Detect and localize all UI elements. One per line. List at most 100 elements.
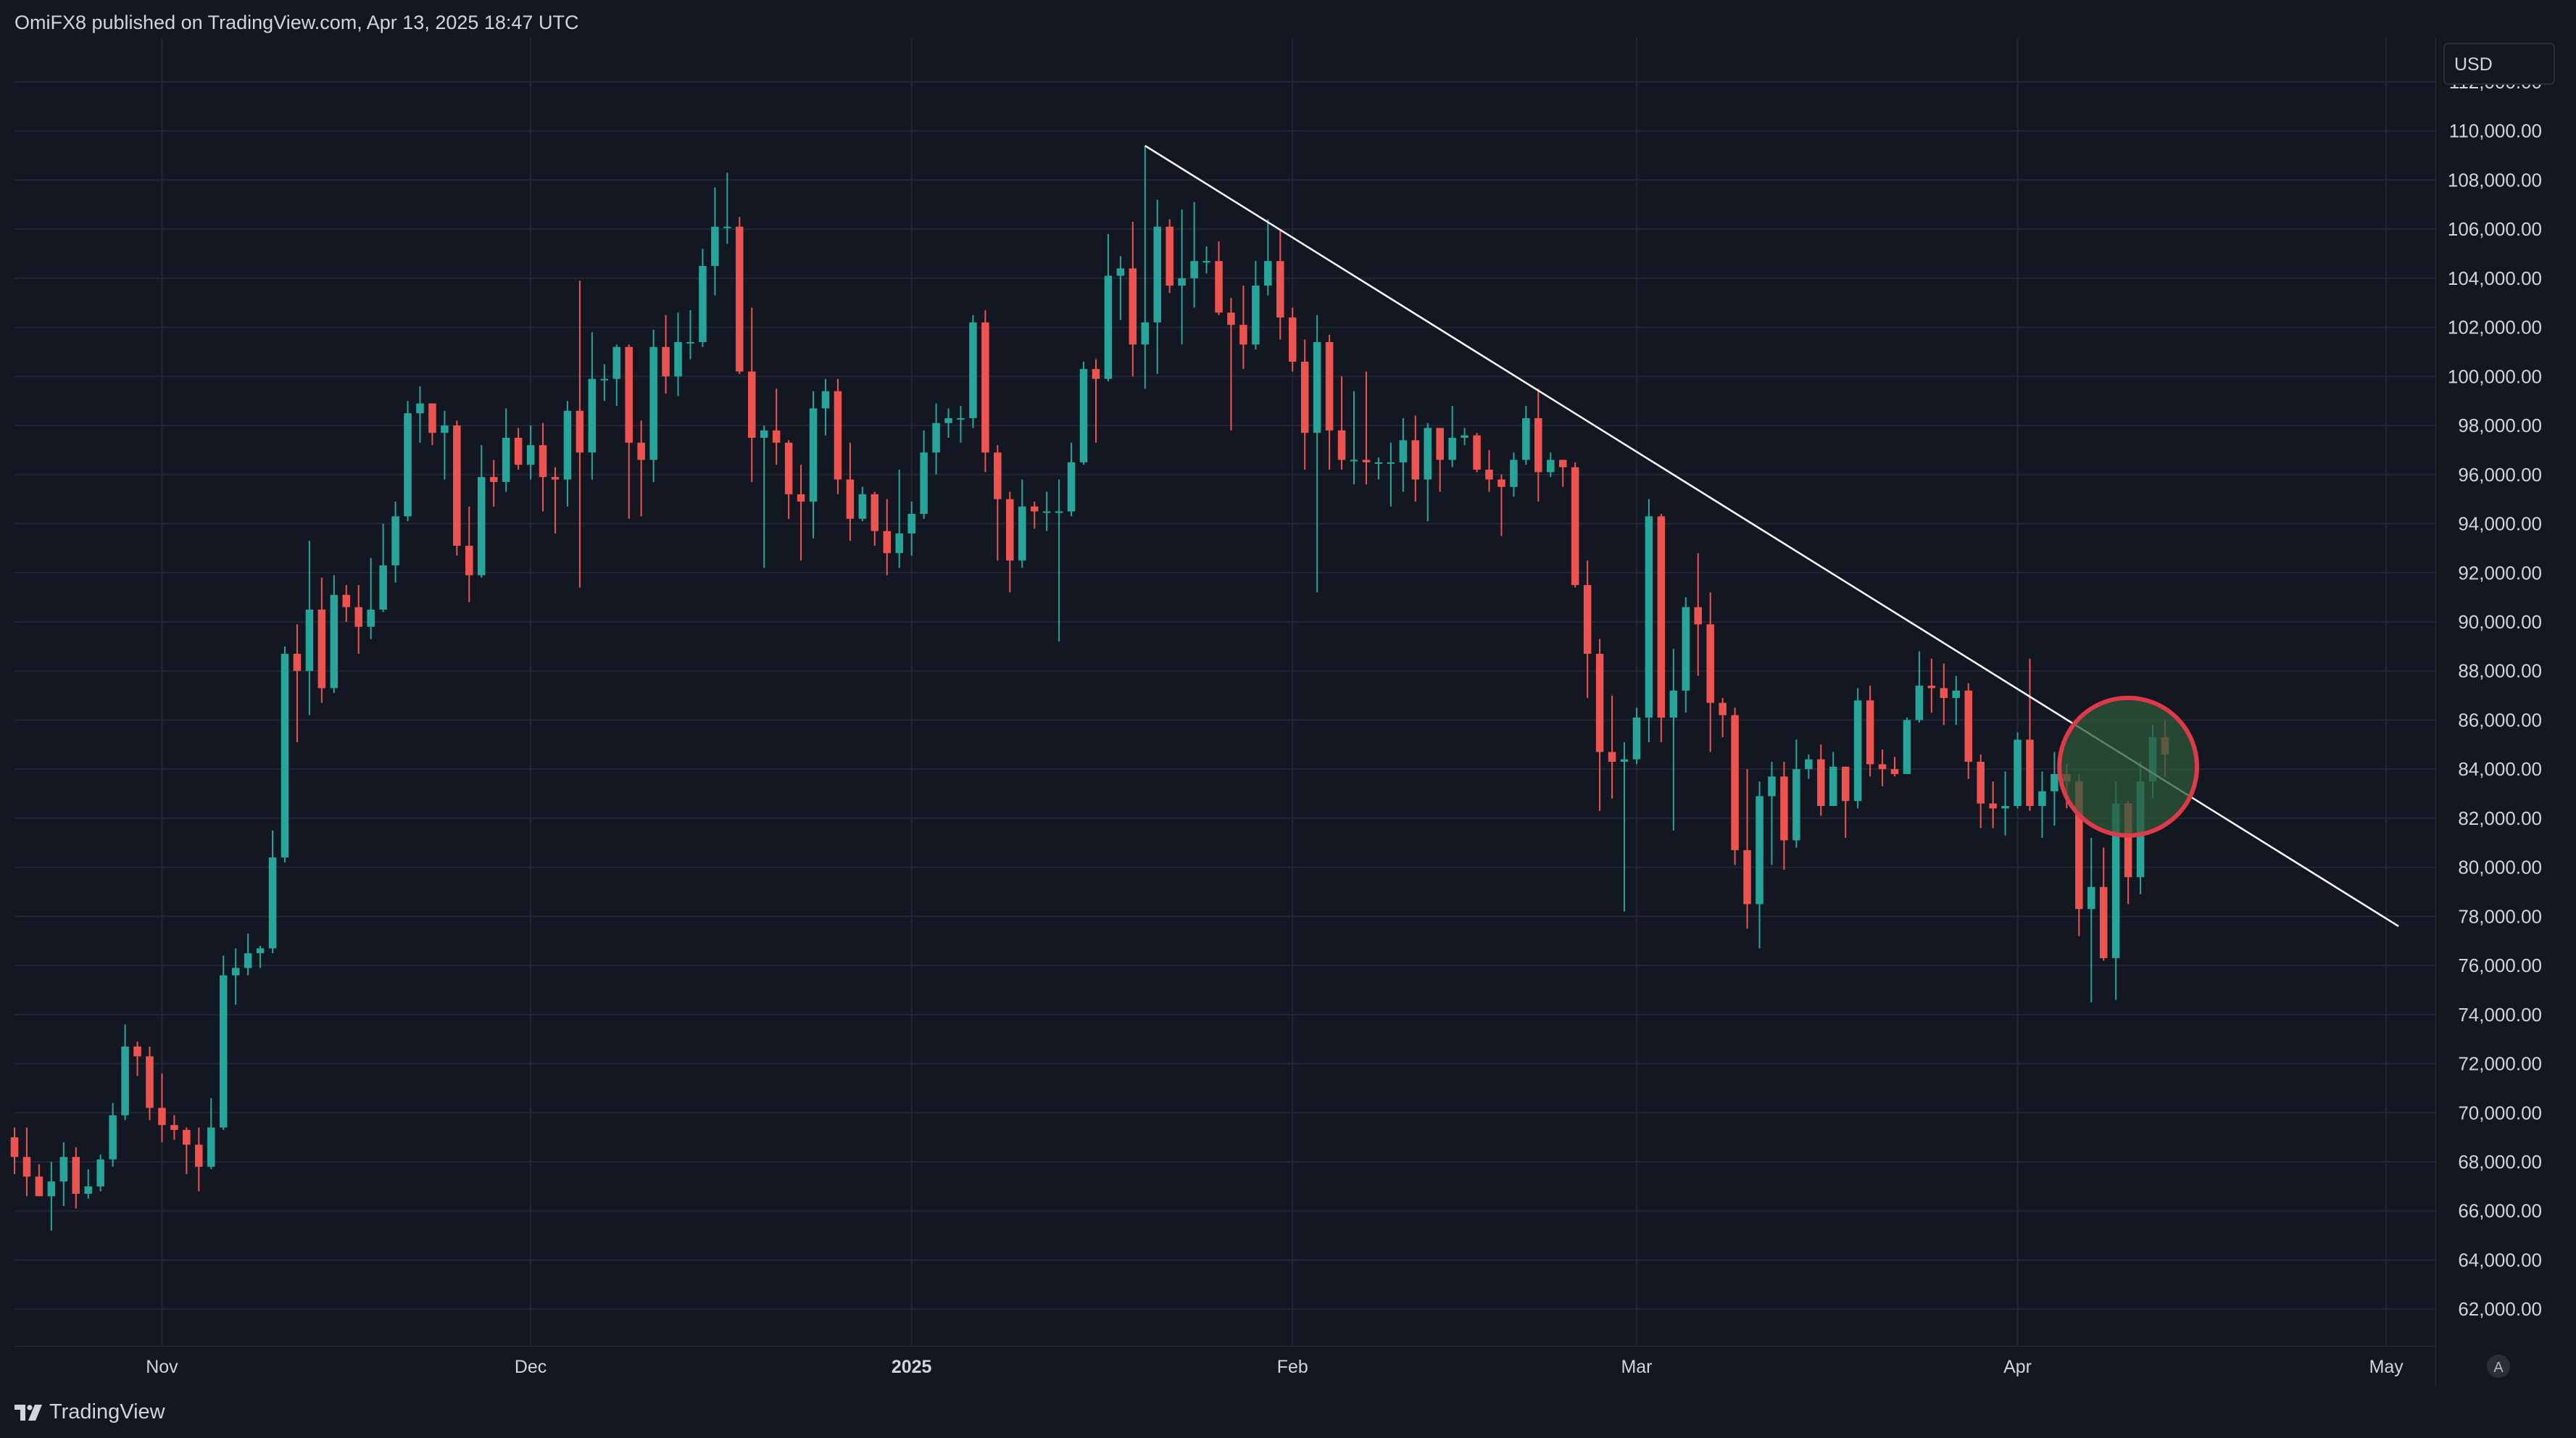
candle[interactable] bbox=[699, 249, 707, 347]
candle[interactable] bbox=[1153, 199, 1162, 374]
candle[interactable] bbox=[96, 1154, 104, 1192]
candle[interactable] bbox=[1866, 686, 1874, 777]
candle[interactable] bbox=[526, 425, 535, 480]
candle[interactable] bbox=[1706, 592, 1714, 752]
candle[interactable] bbox=[1571, 462, 1579, 588]
candle[interactable] bbox=[244, 934, 252, 976]
candle[interactable] bbox=[1558, 460, 1567, 487]
candle[interactable] bbox=[1768, 762, 1776, 865]
candle[interactable] bbox=[920, 430, 928, 519]
candle[interactable] bbox=[772, 388, 781, 465]
candle[interactable] bbox=[1632, 707, 1641, 765]
candle[interactable] bbox=[649, 329, 657, 482]
candle[interactable] bbox=[2051, 752, 2058, 826]
candle[interactable] bbox=[1853, 688, 1862, 809]
candle[interactable] bbox=[22, 1127, 31, 1197]
candle[interactable] bbox=[1129, 221, 1137, 377]
candle[interactable] bbox=[2001, 771, 2009, 836]
candle[interactable] bbox=[465, 506, 473, 602]
candle[interactable] bbox=[256, 946, 265, 968]
candle[interactable] bbox=[1952, 676, 1961, 726]
candles[interactable] bbox=[10, 146, 2169, 1231]
candle[interactable] bbox=[1030, 502, 1039, 529]
candle[interactable] bbox=[1989, 781, 1997, 828]
candle[interactable] bbox=[821, 378, 830, 436]
candle[interactable] bbox=[784, 440, 793, 519]
candle[interactable] bbox=[109, 1102, 117, 1167]
candle[interactable] bbox=[1780, 762, 1788, 870]
candle[interactable] bbox=[281, 646, 289, 863]
candle[interactable] bbox=[1374, 457, 1383, 480]
candle[interactable] bbox=[354, 585, 362, 654]
candle[interactable] bbox=[1092, 359, 1100, 443]
candle[interactable] bbox=[1682, 597, 1690, 713]
candle[interactable] bbox=[268, 830, 277, 954]
candle[interactable] bbox=[391, 502, 399, 583]
candle[interactable] bbox=[932, 403, 940, 475]
candle[interactable] bbox=[1411, 415, 1420, 502]
candle[interactable] bbox=[133, 1042, 141, 1076]
candle[interactable] bbox=[576, 280, 584, 588]
candle[interactable] bbox=[342, 585, 351, 622]
candle[interactable] bbox=[183, 1127, 191, 1174]
candle[interactable] bbox=[957, 405, 965, 443]
candle[interactable] bbox=[59, 1142, 68, 1206]
candle[interactable] bbox=[981, 309, 989, 473]
candle[interactable] bbox=[121, 1024, 129, 1121]
candle[interactable] bbox=[1436, 428, 1444, 492]
candle[interactable] bbox=[1424, 423, 1432, 522]
candle[interactable] bbox=[1927, 658, 1936, 713]
candle[interactable] bbox=[489, 460, 498, 507]
candle[interactable] bbox=[146, 1046, 154, 1121]
candle[interactable] bbox=[158, 1073, 166, 1142]
time-axis[interactable]: Nov Dec 2025 Feb Mar Apr May bbox=[146, 1357, 2403, 1377]
candle[interactable] bbox=[10, 1127, 19, 1174]
candle[interactable] bbox=[1547, 452, 1555, 478]
candle[interactable] bbox=[1657, 513, 1666, 742]
candle[interactable] bbox=[367, 557, 375, 639]
breakout-highlight-circle[interactable] bbox=[2057, 695, 2200, 838]
price-axis[interactable]: 62,000.00 64,000.00 66,000.00 68,000.00 70,0… bbox=[2448, 71, 2542, 1320]
candle[interactable] bbox=[1829, 752, 1837, 806]
candle[interactable] bbox=[2038, 771, 2046, 838]
candle[interactable] bbox=[1915, 651, 1924, 723]
candle[interactable] bbox=[994, 445, 1002, 561]
candle[interactable] bbox=[944, 408, 952, 438]
candle[interactable] bbox=[1067, 442, 1076, 517]
candle[interactable] bbox=[317, 578, 326, 703]
candle[interactable] bbox=[2014, 732, 2022, 809]
candle[interactable] bbox=[662, 315, 670, 394]
currency-box[interactable]: USD bbox=[2443, 43, 2555, 85]
candle[interactable] bbox=[1325, 334, 1334, 470]
candle[interactable] bbox=[883, 499, 892, 575]
candle[interactable] bbox=[1669, 649, 1678, 831]
candle[interactable] bbox=[1792, 739, 1800, 848]
candle[interactable] bbox=[2099, 847, 2108, 961]
candle[interactable] bbox=[1805, 754, 1813, 779]
candle[interactable] bbox=[514, 428, 523, 470]
candle[interactable] bbox=[1731, 707, 1739, 865]
candle[interactable] bbox=[1940, 663, 1948, 726]
candle[interactable] bbox=[809, 391, 818, 539]
candle[interactable] bbox=[1497, 474, 1505, 536]
candle[interactable] bbox=[846, 442, 855, 541]
candle[interactable] bbox=[1104, 233, 1113, 382]
candle[interactable] bbox=[195, 1127, 203, 1192]
candle[interactable] bbox=[711, 187, 719, 296]
candle[interactable] bbox=[858, 486, 867, 522]
candle[interactable] bbox=[2026, 658, 2034, 811]
candle[interactable] bbox=[428, 403, 436, 446]
candle[interactable] bbox=[1878, 749, 1887, 786]
candle[interactable] bbox=[1006, 491, 1014, 593]
candle[interactable] bbox=[453, 420, 461, 556]
tradingview-logo[interactable]: TradingView bbox=[14, 1400, 165, 1424]
candle[interactable] bbox=[1903, 718, 1911, 774]
candle[interactable] bbox=[219, 955, 228, 1130]
candle[interactable] bbox=[1756, 781, 1763, 949]
candle[interactable] bbox=[612, 344, 621, 406]
candle[interactable] bbox=[1276, 229, 1284, 340]
candle[interactable] bbox=[47, 1162, 56, 1231]
candle[interactable] bbox=[502, 408, 510, 492]
candle[interactable] bbox=[723, 173, 731, 244]
